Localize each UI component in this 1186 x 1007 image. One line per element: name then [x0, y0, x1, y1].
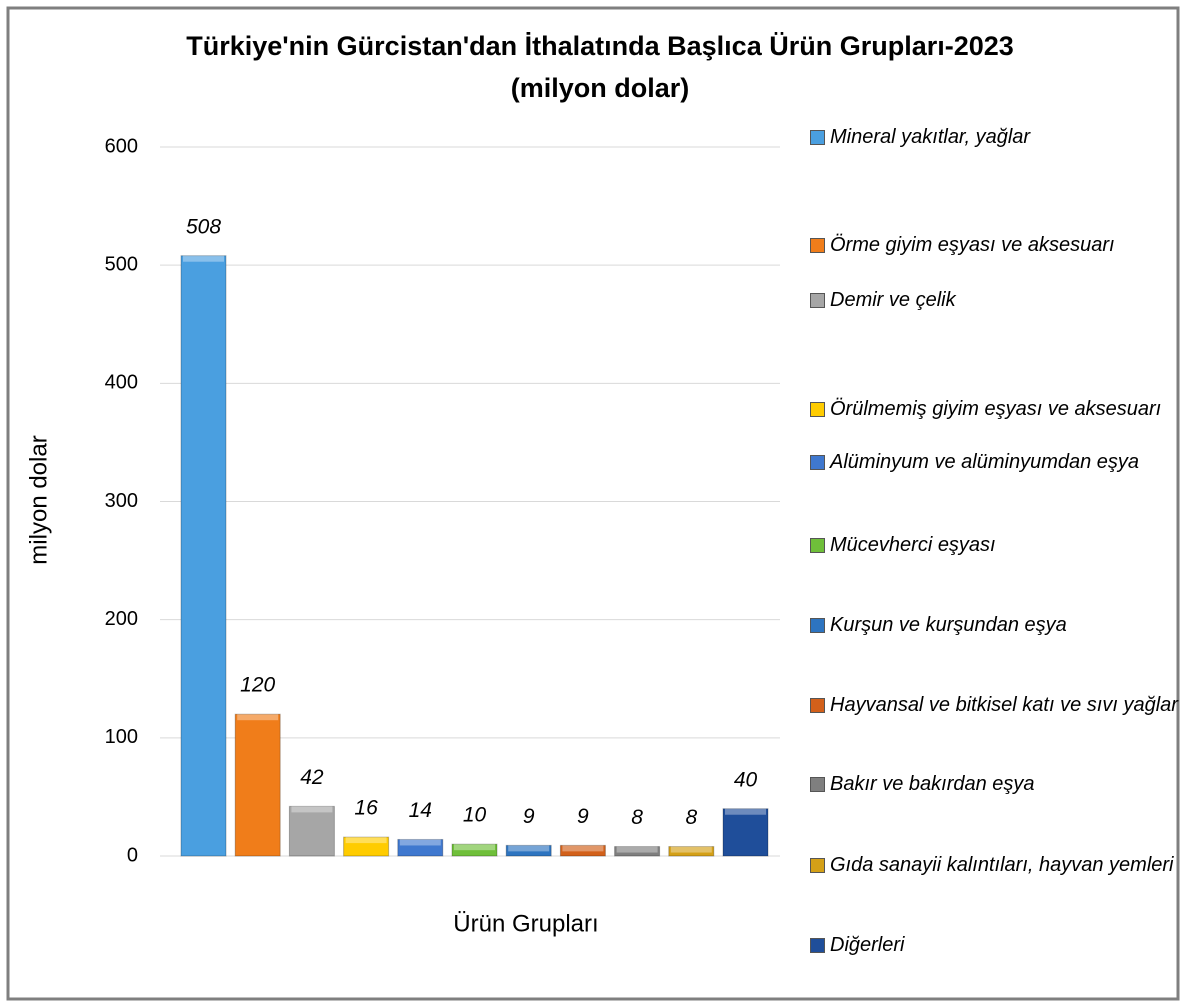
y-tick-label: 200 [105, 608, 138, 630]
legend-entry: Kurşun ve kurşundan eşya [810, 610, 1180, 640]
chart-subtitle: (milyon dolar) [511, 73, 690, 103]
bar [505, 844, 552, 857]
legend-label: Bakır ve bakırdan eşya [830, 773, 1035, 795]
y-axis-label: milyon dolar [25, 435, 52, 564]
legend-entry: Alüminyum ve alüminyumdan eşya [810, 447, 1180, 477]
bar [343, 836, 390, 857]
bar [559, 844, 606, 857]
legend-entry: Örme giyim eşyası ve aksesuarı [810, 230, 1180, 260]
legend-label: Demir ve çelik [830, 289, 956, 311]
legend-entry: Gıda sanayii kalıntıları, hayvan yemleri [810, 850, 1180, 880]
data-label: 9 [523, 805, 535, 828]
legend-label: Mücevherci eşyası [830, 534, 996, 556]
bar [288, 805, 335, 857]
bar [722, 808, 769, 857]
legend-label: Gıda sanayii kalıntıları, hayvan yemleri [830, 854, 1174, 876]
legend-label: Örülmemiş giyim eşyası ve aksesuarı [830, 398, 1162, 420]
legend-entry: Örülmemiş giyim eşyası ve aksesuarı [810, 394, 1180, 424]
legend-label: Diğerleri [830, 934, 905, 956]
x-axis-label: Ürün Grupları [453, 910, 598, 937]
legend-entry: Diğerleri [810, 930, 1180, 960]
legend-entry: Mineral yakıtlar, yağlar [810, 122, 1180, 152]
legend-label: Mineral yakıtlar, yağlar [830, 126, 1031, 148]
bar [668, 846, 715, 857]
legend-label: Örme giyim eşyası ve aksesuarı [830, 234, 1115, 256]
legend-swatch [810, 777, 825, 792]
bar [180, 255, 227, 857]
chart-title: Türkiye'nin Gürcistan'dan İthalatında Ba… [186, 31, 1014, 61]
bar [234, 713, 281, 857]
y-tick-label: 0 [127, 844, 138, 866]
legend-entry: Bakır ve bakırdan eşya [810, 769, 1180, 799]
legend-label: Hayvansal ve bitkisel katı ve sıvı yağla… [830, 694, 1178, 716]
bar [614, 846, 661, 857]
data-label: 10 [463, 804, 487, 827]
legend-swatch [810, 938, 825, 953]
legend-swatch [810, 238, 825, 253]
data-label: 16 [354, 797, 378, 820]
data-label: 40 [734, 768, 758, 791]
y-tick-label: 300 [105, 490, 138, 512]
legend-swatch [810, 698, 825, 713]
y-tick-label: 500 [105, 253, 138, 275]
bar [451, 843, 498, 857]
y-tick-label: 600 [105, 135, 138, 157]
legend-label: Kurşun ve kurşundan eşya [830, 614, 1067, 636]
data-label: 508 [186, 215, 221, 238]
y-tick-label: 400 [105, 372, 138, 394]
legend-entry: Hayvansal ve bitkisel katı ve sıvı yağla… [810, 690, 1180, 720]
legend-swatch [810, 618, 825, 633]
data-label: 8 [685, 806, 697, 829]
data-label: 9 [577, 805, 589, 828]
data-label: 8 [631, 806, 643, 829]
legend-entry: Demir ve çelik [810, 285, 1180, 315]
legend-swatch [810, 293, 825, 308]
legend-swatch [810, 538, 825, 553]
legend-swatch [810, 402, 825, 417]
legend-swatch [810, 130, 825, 145]
bar [397, 838, 444, 857]
legend-entry: Mücevherci eşyası [810, 530, 1180, 560]
legend-swatch [810, 455, 825, 470]
data-label: 120 [240, 674, 275, 697]
data-label: 42 [300, 766, 324, 789]
data-label: 14 [409, 799, 432, 822]
y-tick-label: 100 [105, 726, 138, 748]
legend-label: Alüminyum ve alüminyumdan eşya [830, 451, 1140, 473]
legend-swatch [810, 858, 825, 873]
